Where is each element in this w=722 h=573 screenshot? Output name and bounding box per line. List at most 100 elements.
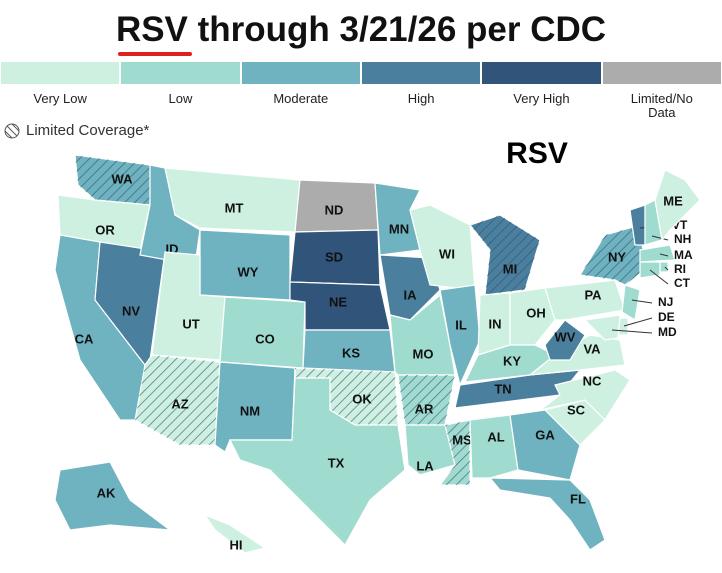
state-hatch <box>440 420 470 485</box>
state-label: KS <box>342 345 360 360</box>
state-label: WI <box>439 246 455 261</box>
map-title: RSV <box>506 137 568 170</box>
legend-swatch <box>482 62 601 84</box>
state-label: KY <box>503 353 521 368</box>
state-label: MN <box>389 221 409 236</box>
state-label: IA <box>404 287 418 302</box>
state-label: GA <box>535 427 555 442</box>
state <box>659 261 669 273</box>
state-label: MD <box>658 325 677 339</box>
state-label: MT <box>225 200 244 215</box>
state-hatch <box>135 355 220 445</box>
legend-label: Moderate <box>273 91 329 106</box>
state-label: MS <box>452 432 472 447</box>
legend-item: Low <box>120 62 240 120</box>
legend-label: Very High <box>513 91 570 106</box>
state-hatch <box>398 375 455 425</box>
legend-swatch <box>361 62 481 84</box>
state-label: CA <box>75 331 94 346</box>
hatch-icon <box>4 123 20 138</box>
legend-label: Low <box>168 91 193 106</box>
state <box>621 284 641 321</box>
state-label: WY <box>238 264 259 279</box>
state <box>229 377 406 546</box>
title: RSV through 3/21/26 per CDC <box>115 10 607 49</box>
state-label: NV <box>122 303 140 318</box>
state-label: TX <box>328 455 345 470</box>
state-label: AK <box>97 485 116 500</box>
state-label: IL <box>455 317 467 332</box>
state-label: OH <box>526 305 546 320</box>
leader-line <box>651 235 669 241</box>
state <box>509 287 556 346</box>
state-label: NE <box>329 294 347 309</box>
state-label: ND <box>325 202 344 217</box>
leader-line <box>659 253 669 257</box>
state-label: TN <box>494 381 511 396</box>
state-label: OR <box>95 222 115 237</box>
leader-line <box>623 317 653 327</box>
state-label: OK <box>352 391 372 406</box>
state <box>539 369 631 421</box>
leader-line <box>611 329 653 334</box>
legend-swatch <box>602 62 721 84</box>
state-label: NM <box>240 403 260 418</box>
legend-item: Moderate <box>241 62 361 120</box>
state <box>488 477 606 551</box>
state <box>389 293 456 376</box>
state-hatch <box>580 225 645 285</box>
state-label: DE <box>658 310 675 324</box>
leader-line <box>631 299 653 304</box>
legend-swatch <box>1 62 120 84</box>
state <box>439 284 481 387</box>
state-hatch <box>295 368 398 425</box>
state <box>544 319 586 361</box>
state-hatch <box>470 215 540 295</box>
state-label: NH <box>674 232 691 246</box>
state-label: AZ <box>171 396 188 411</box>
state-label: MA <box>674 248 693 262</box>
state <box>404 424 456 476</box>
state-label: UT <box>182 316 199 331</box>
state <box>544 279 626 321</box>
legend-item: High <box>361 62 481 120</box>
state <box>654 169 701 242</box>
state-label: RI <box>674 262 686 276</box>
state-hatch <box>75 155 150 205</box>
leader-line <box>649 269 669 285</box>
state-label: SD <box>325 249 343 264</box>
state <box>203 513 267 554</box>
legend-label: Limited/No Data <box>630 91 693 120</box>
state-label: NY <box>608 249 626 264</box>
legend-label: High <box>407 91 435 106</box>
state-label: LA <box>416 458 434 473</box>
state <box>469 414 519 479</box>
state-label: CO <box>255 331 275 346</box>
state <box>639 244 676 263</box>
legend-swatch <box>121 62 240 84</box>
legend-item: Limited/No Data <box>602 62 722 120</box>
leader-line <box>664 266 669 271</box>
state-label: ME <box>663 193 683 208</box>
state-label: HI <box>230 537 243 552</box>
state-label: WV <box>555 329 576 344</box>
state-label: NC <box>583 373 602 388</box>
state-label: IN <box>489 316 502 331</box>
title-underline <box>118 52 192 56</box>
legend-item: Very High <box>481 62 601 120</box>
legend-item: Very Low <box>0 62 120 120</box>
state <box>528 334 626 376</box>
legend-swatch <box>241 62 360 84</box>
state-label: WA <box>112 171 134 186</box>
state-label: CT <box>674 276 691 290</box>
state-label: MO <box>413 346 434 361</box>
state-label: FL <box>570 491 586 506</box>
legend-label: Very Low <box>33 91 87 106</box>
limited-coverage: Limited Coverage* <box>4 122 149 139</box>
state-label: AR <box>415 401 434 416</box>
state <box>54 461 173 531</box>
legend: Very Low Low Moderate High Very High Limited/… <box>0 62 722 120</box>
state-label: AL <box>487 429 504 444</box>
